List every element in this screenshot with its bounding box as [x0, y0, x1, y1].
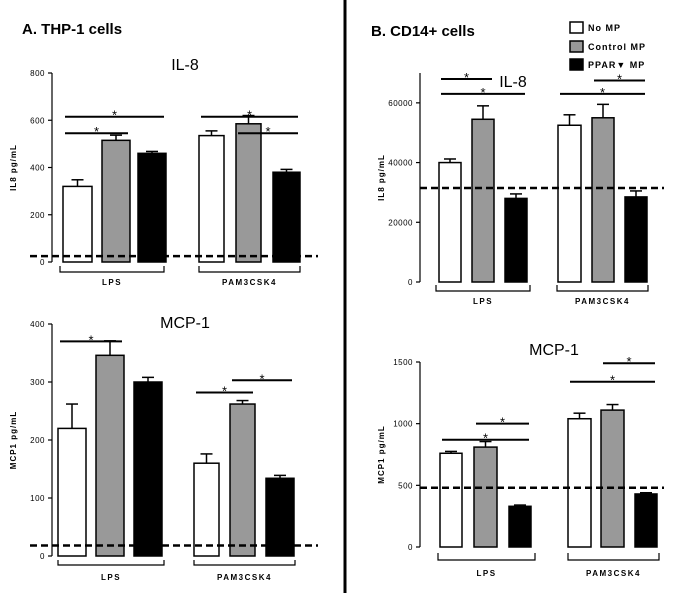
b-il8-y-tick-label-1: 20000 [388, 218, 413, 227]
b-mcp1-group-label-0: LPS [476, 569, 496, 578]
b-mcp1-bar-0-2 [508, 505, 532, 548]
b-il8-group-label-1: PAM3CSK4 [575, 297, 630, 306]
legend-swatch-ppar-mp [569, 58, 584, 71]
a-mcp1-y-tick-label-0: 0 [40, 552, 45, 561]
chart-a-mcp1: MCP-1 MCP1 pg/mL 0 100 200 300 400 LPS PAM3CSK4 *… [9, 315, 318, 582]
a-il8-bar-0-0 [62, 185, 93, 263]
a-mcp1-group-bracket-0 [57, 560, 165, 566]
legend-label-ppar-mp: PPAR▼ MP [588, 60, 645, 70]
legend-label-no-mp: No MP [588, 23, 621, 33]
b-il8-group-bracket-1 [556, 285, 649, 292]
a-il8-group-label-0: LPS [102, 278, 122, 287]
b-il8-sig-star-3: * [617, 71, 622, 86]
b-il8-y-label: IL8 pg/mL [377, 154, 386, 201]
a-il8-y-tick-label-4: 800 [30, 69, 45, 78]
b-mcp1-sig-star-3: * [626, 354, 631, 369]
a-mcp1-bar-0-0 [57, 427, 87, 557]
a-il8-group-bracket-0 [59, 266, 165, 273]
b-mcp1-sig-star-0: * [483, 431, 488, 446]
a-il8-y-tick-label-2: 400 [30, 164, 45, 173]
b-mcp1-bar-1-2 [634, 493, 658, 548]
b-mcp1-bar-1-0 [567, 417, 592, 548]
a-mcp1-y-tick-label-4: 400 [30, 320, 45, 329]
b-mcp1-y-tick-label-1: 500 [398, 481, 413, 490]
a-mcp1-bar-0-2 [133, 381, 163, 557]
a-il8-bar-0-2 [137, 152, 167, 263]
a-mcp1-group-bracket-1 [193, 560, 296, 566]
a-il8-bar-1-0 [198, 134, 225, 263]
a-il8-sig-star-3: * [265, 124, 270, 139]
b-il8-y-tick-label-3: 60000 [388, 99, 413, 108]
a-il8-sig-star-0: * [94, 124, 99, 139]
a-il8-sig-star-2: * [247, 108, 252, 123]
a-mcp1-bar-0-1 [95, 354, 125, 557]
a-mcp1-bar-1-1 [229, 403, 256, 557]
a-mcp1-sig-star-2: * [259, 371, 264, 386]
a-il8-sig-star-1: * [112, 108, 117, 123]
b-il8-y-tick-label-0: 0 [408, 278, 413, 287]
b-il8-bar-0-1 [471, 118, 495, 283]
b-il8-group-label-0: LPS [473, 297, 493, 306]
a-il8-y-label: IL8 pg/mL [9, 144, 18, 191]
a-mcp1-sig-star-0: * [88, 332, 93, 347]
a-mcp1-y-tick-label-2: 200 [30, 436, 45, 445]
b-il8-bar-0-2 [504, 197, 528, 283]
b-il8-y-tick-label-2: 40000 [388, 159, 413, 168]
chart-b-il8: IL-8 IL8 pg/mL 0 20000 40000 60000 LPS PAM3CSK4… [377, 70, 664, 306]
a-mcp1-y-label: MCP1 pg/mL [9, 411, 18, 469]
b-il8-bar-0-0 [438, 161, 462, 283]
a-mcp1-bar-1-0 [193, 462, 220, 557]
panel-a-title: A. THP-1 cells [22, 21, 122, 38]
a-il8-y-tick-label-3: 600 [30, 116, 45, 125]
b-mcp1-title: MCP-1 [529, 342, 579, 359]
b-il8-sig-star-1: * [480, 85, 485, 100]
legend-label-control-mp: Control MP [588, 42, 646, 52]
a-il8-group-bracket-1 [198, 266, 301, 273]
b-il8-title: IL-8 [499, 74, 527, 91]
chart-a-il8: IL-8 IL8 pg/mL 0 200 400 600 800 LPS PAM3CSK4 * * *… [9, 57, 318, 287]
b-il8-sig-star-0: * [464, 70, 469, 85]
b-il8-group-bracket-0 [435, 285, 531, 292]
legend-swatch-no-mp [569, 21, 584, 34]
b-mcp1-sig-star-1: * [500, 415, 505, 430]
b-mcp1-group-bracket-0 [437, 553, 536, 561]
b-mcp1-group-label-1: PAM3CSK4 [586, 569, 641, 578]
a-il8-group-label-1: PAM3CSK4 [222, 278, 277, 287]
b-mcp1-bar-0-1 [473, 446, 498, 548]
b-mcp1-y-tick-label-2: 1000 [393, 420, 413, 429]
a-il8-title: IL-8 [171, 57, 199, 74]
a-il8-y-tick-label-1: 200 [30, 211, 45, 220]
b-il8-sig-star-2: * [600, 85, 605, 100]
a-mcp1-y-tick-label-1: 100 [30, 494, 45, 503]
b-mcp1-bar-0-0 [439, 452, 463, 548]
b-mcp1-y-tick-label-3: 1500 [393, 358, 413, 367]
a-mcp1-bar-1-2 [265, 477, 295, 557]
a-mcp1-group-label-0: LPS [101, 573, 121, 582]
b-mcp1-y-label: MCP1 pg/mL [377, 425, 386, 483]
legend: No MP Control MP PPAR▼ MP [569, 21, 646, 71]
a-il8-bar-0-1 [101, 139, 131, 263]
a-mcp1-title: MCP-1 [160, 315, 210, 332]
b-il8-bar-1-1 [591, 117, 615, 283]
b-il8-bar-1-2 [624, 196, 648, 283]
chart-b-mcp1: MCP-1 MCP1 pg/mL 0 500 1000 1500 LPS PAM3CSK4 * *… [377, 342, 664, 578]
b-mcp1-sig-star-2: * [610, 373, 615, 388]
a-il8-bar-1-1 [235, 123, 262, 263]
b-mcp1-y-tick-label-0: 0 [408, 543, 413, 552]
b-il8-bar-1-0 [557, 124, 582, 283]
a-mcp1-group-label-1: PAM3CSK4 [217, 573, 272, 582]
a-mcp1-y-tick-label-3: 300 [30, 378, 45, 387]
panel-b-title: B. CD14+ cells [371, 23, 475, 40]
a-mcp1-sig-star-1: * [222, 383, 227, 398]
b-mcp1-group-bracket-1 [567, 553, 660, 561]
a-il8-y-tick-label-0: 0 [40, 258, 45, 267]
a-il8-bar-1-2 [272, 171, 301, 263]
b-mcp1-bar-1-1 [600, 409, 625, 548]
legend-swatch-control-mp [569, 40, 584, 53]
